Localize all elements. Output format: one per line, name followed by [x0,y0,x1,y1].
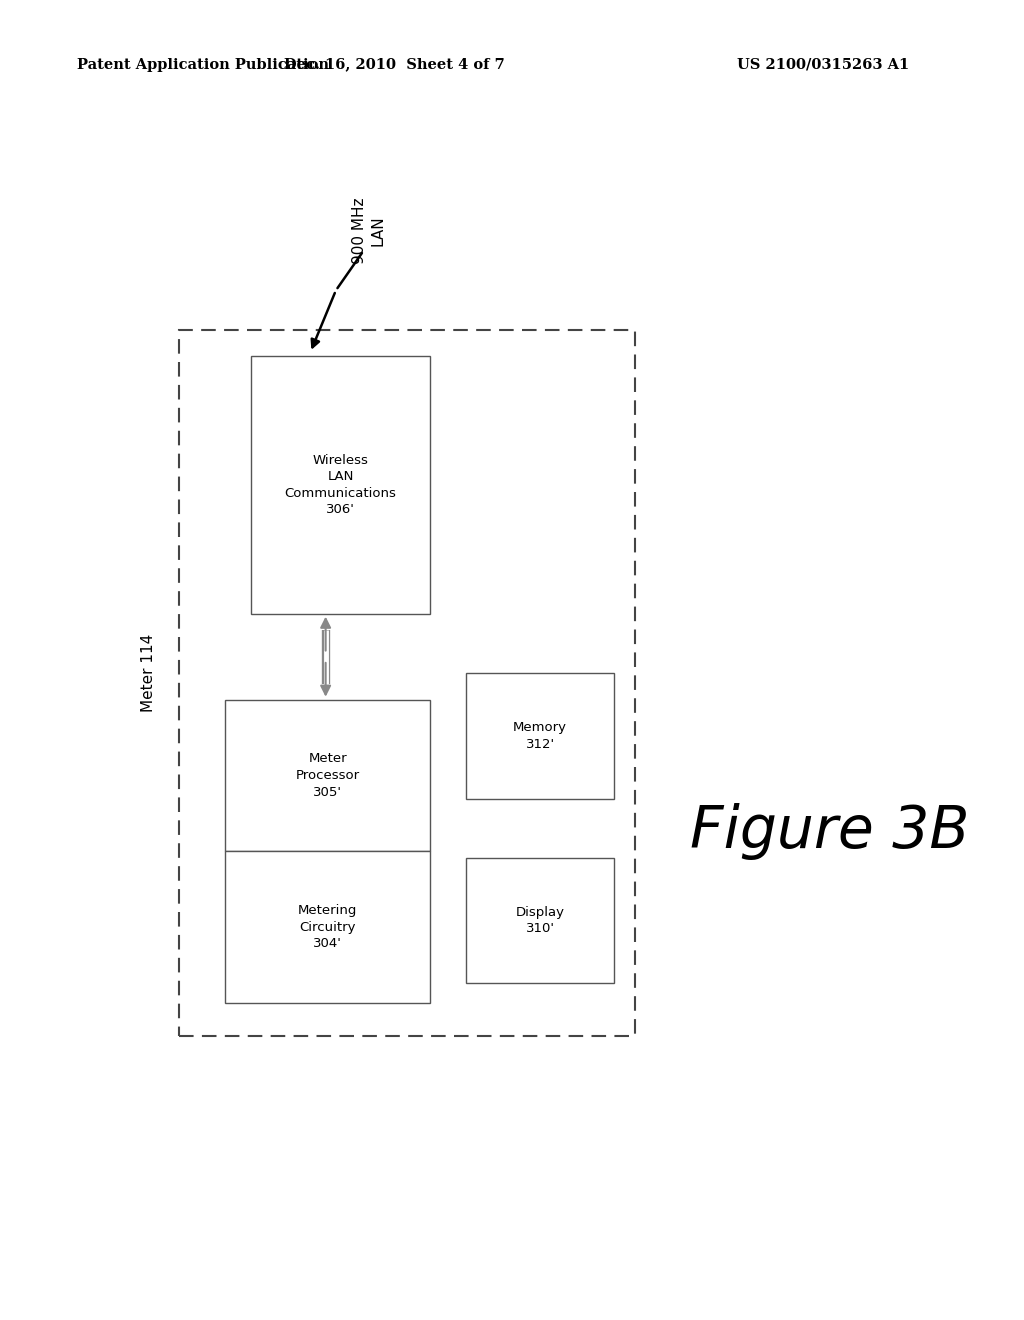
Text: Display
310': Display 310' [516,906,564,936]
Text: Metering
Circuitry
304': Metering Circuitry 304' [298,904,357,950]
Text: Memory
312': Memory 312' [513,721,567,751]
Bar [225,700,430,851]
Bar [179,330,635,1036]
Bar [466,858,614,983]
Bar [251,356,430,614]
Text: 900 MHz
LAN: 900 MHz LAN [352,198,385,264]
Text: Meter
Processor
305': Meter Processor 305' [296,752,359,799]
Text: Wireless
LAN
Communications
306': Wireless LAN Communications 306' [285,454,396,516]
Text: Figure 3B: Figure 3B [690,803,969,861]
Text: Meter 114: Meter 114 [141,634,156,713]
Text: Dec. 16, 2010  Sheet 4 of 7: Dec. 16, 2010 Sheet 4 of 7 [284,58,505,71]
Bar [466,673,614,799]
Bar [225,851,430,1003]
Text: Patent Application Publication: Patent Application Publication [77,58,329,71]
Text: US 2100/0315263 A1: US 2100/0315263 A1 [737,58,909,71]
